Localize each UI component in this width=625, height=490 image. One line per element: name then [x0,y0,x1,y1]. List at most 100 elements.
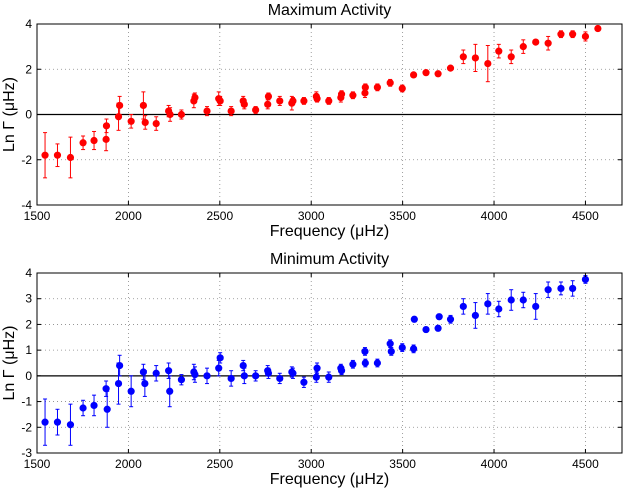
marker [166,110,174,119]
marker [386,340,394,348]
data-point-44 [434,70,442,78]
data-point-4 [90,130,98,151]
marker [300,378,308,386]
data-point-53 [507,289,515,311]
marker [519,296,527,304]
chart-title-max: Maximum Activity [268,2,392,19]
data-point-42 [409,71,418,79]
data-point-32 [313,94,321,103]
data-point-29 [289,367,297,379]
marker [191,93,199,102]
data-point-41 [387,347,395,356]
y-tick-label: 4 [25,266,32,280]
marker [116,361,124,370]
x-axis-label-min: Frequency (μHz) [270,471,389,488]
marker [557,284,565,293]
data-point-51 [484,293,492,315]
data-point-49 [459,298,467,315]
marker [216,354,224,362]
marker [434,324,442,332]
data-point-14 [166,107,174,122]
y-tick-label: 2 [25,317,32,331]
marker [471,54,479,62]
data-point-15 [177,109,186,120]
marker [66,153,75,162]
marker [325,373,333,381]
data-point-20 [216,352,224,364]
data-point-10 [139,91,147,120]
marker [79,139,87,147]
marker [569,284,577,293]
data-point-21 [227,106,235,117]
y-tick-label: -2 [21,420,32,434]
data-point-44 [410,315,418,323]
data-point-50 [471,302,479,329]
marker [446,64,455,72]
x-tick-label: 4000 [481,209,508,223]
marker [495,305,503,313]
data-point-12 [152,365,160,382]
data-point-33 [325,371,333,383]
data-point-22 [239,359,247,372]
marker [139,101,147,110]
x-tick-label: 3500 [389,209,416,223]
data-point-30 [300,97,308,105]
data-point-23 [240,99,248,110]
data-point-4 [90,394,98,417]
data-point-56 [581,31,590,42]
marker [507,53,515,61]
data-point-26 [264,367,273,379]
marker [361,359,369,367]
marker [114,379,123,388]
marker [289,97,297,105]
marker [484,300,492,308]
marker [446,315,455,323]
marker [203,107,211,115]
marker [216,97,224,105]
marker [102,385,110,393]
marker [165,367,173,375]
marker [227,107,235,115]
data-point-25 [264,99,272,110]
plot-area [37,273,622,453]
data-point-45 [422,325,430,334]
x-tick-label: 2000 [115,209,142,223]
marker [41,151,49,159]
marker [141,379,149,388]
x-tick-label: 3000 [298,457,325,471]
x-tick-label: 3000 [298,209,325,223]
y-tick-label: 0 [25,369,32,383]
marker [532,38,540,46]
marker [191,370,199,379]
data-point-45 [446,64,455,72]
data-point-23 [240,367,248,385]
marker [459,53,467,61]
marker [373,83,381,91]
marker [495,47,503,55]
data-point-3 [79,399,87,417]
marker [313,95,321,103]
data-point-57 [594,24,602,33]
marker [252,106,260,114]
y-tick-label: 3 [25,292,32,306]
data-point-8 [116,95,124,115]
marker [325,97,333,105]
marker [41,418,49,426]
marker [373,359,381,367]
marker [116,101,124,110]
marker [141,118,149,127]
marker [409,71,418,79]
data-point-41 [398,84,406,93]
marker [53,418,62,426]
y-tick-label: -2 [21,153,32,167]
x-tick-label: 4500 [572,457,599,471]
marker [410,315,418,323]
data-point-12 [152,116,160,131]
data-point-32 [313,362,321,374]
marker [90,136,98,145]
marker [519,43,527,51]
marker [240,100,248,108]
data-point-49 [495,43,503,59]
marker [289,369,297,377]
